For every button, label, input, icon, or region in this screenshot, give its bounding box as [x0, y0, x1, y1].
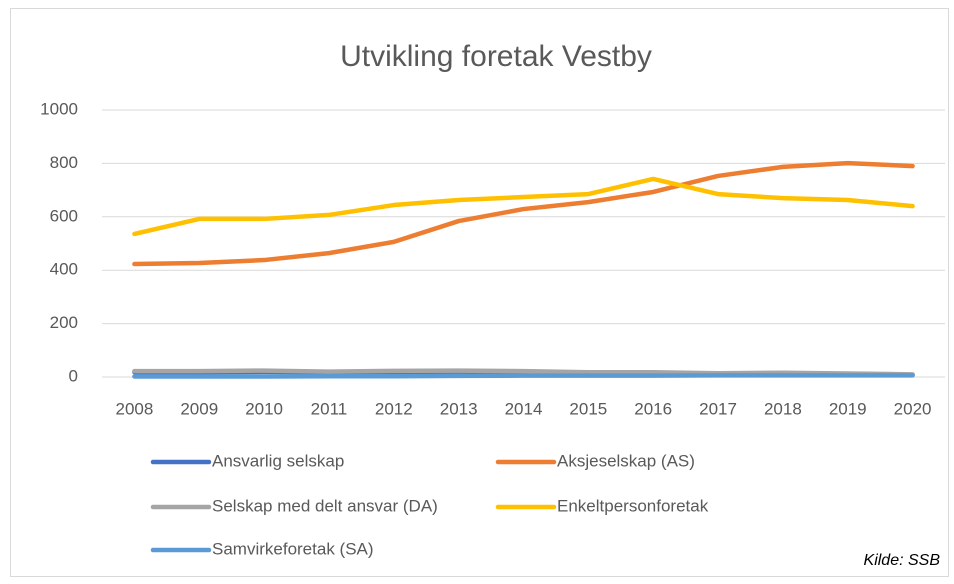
legend-label: Aksjeselskap (AS): [557, 451, 695, 470]
y-tick-label: 1000: [40, 99, 78, 118]
y-tick-label: 200: [50, 313, 78, 332]
y-tick-label: 400: [50, 260, 78, 279]
x-tick-label: 2010: [245, 399, 283, 418]
source-note: Kilde: SSB: [864, 552, 941, 569]
series-line: [132, 176, 915, 237]
series-line: [132, 373, 915, 379]
x-tick-label: 2011: [311, 399, 348, 418]
chart-border: [10, 8, 949, 577]
series-line: [132, 160, 915, 267]
chart-title: Utvikling foretak Vestby: [340, 40, 652, 73]
x-tick-label: 2016: [634, 399, 672, 418]
x-tick-label: 2008: [116, 399, 154, 418]
series-line: [132, 368, 915, 377]
x-tick-label: 2015: [569, 399, 607, 418]
legend-label: Enkeltpersonforetak: [557, 496, 709, 515]
x-tick-label: 2014: [505, 399, 543, 418]
y-tick-label: 600: [50, 206, 78, 225]
x-tick-label: 2013: [440, 399, 478, 418]
x-tick-label: 2012: [375, 399, 413, 418]
legend-label: Ansvarlig selskap: [212, 451, 344, 470]
x-tick-label: 2009: [180, 399, 218, 418]
y-tick-label: 0: [69, 366, 78, 385]
legend-label: Selskap med delt ansvar (DA): [212, 496, 438, 515]
x-tick-label: 2019: [829, 399, 867, 418]
x-tick-label: 2018: [764, 399, 802, 418]
legend-label: Samvirkeforetak (SA): [212, 539, 374, 558]
y-tick-label: 800: [50, 153, 78, 172]
x-tick-label: 2020: [894, 399, 932, 418]
x-tick-label: 2017: [699, 399, 737, 418]
